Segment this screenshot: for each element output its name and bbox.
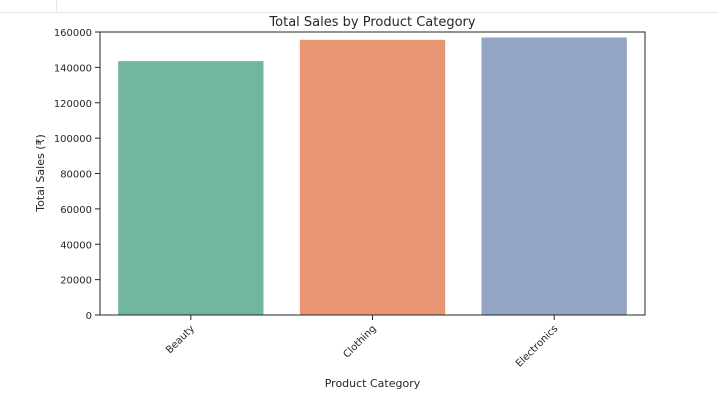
y-tick-label: 140000: [54, 63, 92, 74]
y-axis-label: Total Sales (₹): [34, 134, 47, 213]
y-tick-label: 40000: [60, 240, 92, 251]
x-tick-label: Beauty: [164, 323, 197, 356]
y-tick-label: 80000: [60, 170, 92, 181]
y-tick-label: 160000: [54, 28, 92, 39]
bar-electronics: [481, 37, 627, 316]
x-axis: Beauty Clothing Electronics: [164, 315, 560, 370]
y-axis: 0 20000 40000 60000 80000 100000 120000 140000 1…: [54, 28, 100, 322]
y-tick-label: 0: [86, 311, 92, 322]
chart-title: Total Sales by Product Category: [268, 15, 475, 30]
bar-clothing: [299, 39, 446, 316]
x-tick-label: Clothing: [341, 323, 378, 360]
y-tick-label: 100000: [54, 134, 92, 145]
y-tick-label: 60000: [60, 205, 92, 216]
x-tick-label: Electronics: [514, 323, 560, 369]
top-divider: [0, 12, 718, 13]
plot-frame: [99, 31, 646, 316]
x-axis-label: Product Category: [325, 377, 421, 390]
y-tick-label: 20000: [60, 276, 92, 287]
top-divider-tick: [56, 0, 57, 12]
y-tick-label: 120000: [54, 99, 92, 110]
bar-beauty: [118, 61, 264, 316]
bars-group: [118, 37, 627, 316]
